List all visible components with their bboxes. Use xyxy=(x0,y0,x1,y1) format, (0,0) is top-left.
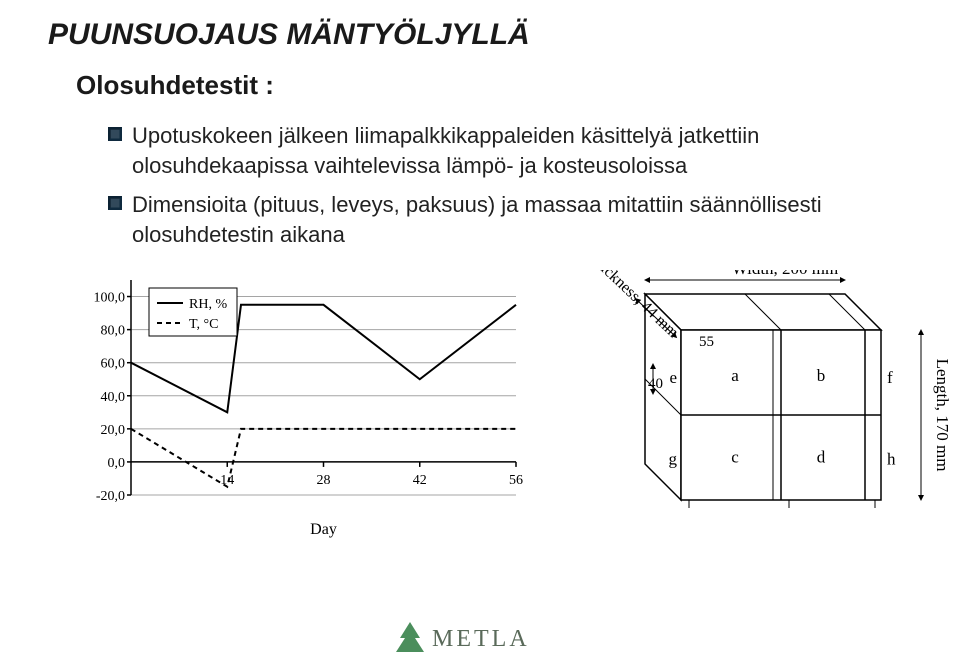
bullet-text: Upotuskokeen jälkeen liimapalkkikappalei… xyxy=(132,121,912,180)
page-subtitle: Olosuhdetestit : xyxy=(48,70,912,101)
bullet-text: Dimensioita (pituus, leveys, paksuus) ja… xyxy=(132,190,912,249)
svg-text:100,0: 100,0 xyxy=(94,290,126,305)
logo-text: METLA xyxy=(432,626,530,652)
svg-text:e: e xyxy=(669,368,677,387)
svg-text:20,0: 20,0 xyxy=(101,423,126,438)
list-item: Upotuskokeen jälkeen liimapalkkikappalei… xyxy=(108,121,912,180)
bullet-square-icon xyxy=(108,127,122,141)
svg-text:a: a xyxy=(731,366,739,385)
bullet-list: Upotuskokeen jälkeen liimapalkkikappalei… xyxy=(48,121,912,250)
svg-text:0,0: 0,0 xyxy=(108,456,126,471)
svg-text:RH, %: RH, % xyxy=(189,297,227,312)
svg-text:60,0: 60,0 xyxy=(101,356,126,371)
svg-text:d: d xyxy=(817,447,826,466)
svg-text:T, °C: T, °C xyxy=(189,317,218,332)
svg-text:40: 40 xyxy=(648,376,663,392)
conditions-line-chart: -20,00,020,040,060,080,0100,014284256Day… xyxy=(76,270,526,545)
svg-text:b: b xyxy=(817,366,826,385)
list-item: Dimensioita (pituus, leveys, paksuus) ja… xyxy=(108,190,912,249)
svg-text:56: 56 xyxy=(509,473,523,488)
svg-text:c: c xyxy=(731,447,739,466)
svg-text:55: 55 xyxy=(699,334,714,350)
svg-text:28: 28 xyxy=(317,473,331,488)
svg-text:Day: Day xyxy=(310,521,337,538)
page-title: PUUNSUOJAUS MÄNTYÖLJYLLÄ xyxy=(48,18,912,52)
svg-text:Length, 170 mm: Length, 170 mm xyxy=(933,358,952,471)
svg-text:h: h xyxy=(887,449,896,468)
svg-text:42: 42 xyxy=(413,473,427,488)
svg-text:40,0: 40,0 xyxy=(101,390,126,405)
footer-logo: METLA xyxy=(0,618,960,658)
svg-text:-20,0: -20,0 xyxy=(96,489,125,504)
tree-icon xyxy=(396,622,424,652)
svg-text:80,0: 80,0 xyxy=(101,323,126,338)
bullet-square-icon xyxy=(108,196,122,210)
specimen-diagram: abcdegfhWidth, 200 mmLength, 170 mmThick… xyxy=(566,270,960,545)
svg-text:g: g xyxy=(669,449,678,468)
svg-text:f: f xyxy=(887,368,893,387)
svg-text:Width, 200 mm: Width, 200 mm xyxy=(732,270,839,278)
